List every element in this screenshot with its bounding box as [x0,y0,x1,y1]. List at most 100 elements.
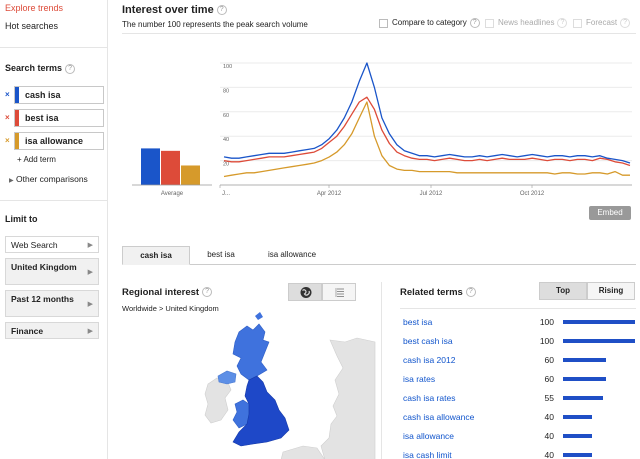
related-term-value: 40 [544,431,554,441]
map-view-button[interactable] [288,283,322,301]
average-bar [161,150,180,185]
explore-trends-link[interactable]: Explore trends [5,3,64,13]
chevron-right-icon: ▶ [87,241,93,249]
related-term-link[interactable]: best cash isa [403,336,453,346]
globe-icon [300,287,312,298]
related-term-bar [563,453,592,457]
sidebar-divider [0,200,108,201]
related-terms-title: Related terms? [400,287,476,298]
checkbox-label: Forecast [586,18,618,28]
tab-isa-allowance[interactable]: isa allowance [267,250,317,259]
checkbox-square [573,18,582,28]
filter-label: Finance [11,326,44,336]
tab-best-isa[interactable]: best isa [207,250,235,259]
search-term-input[interactable]: cash isa [14,86,104,104]
related-term-value: 100 [539,317,554,327]
x-tick-label: Oct 2012 [520,191,545,197]
average-bar [141,148,160,185]
chart-subtitle: The number 100 represents the peak searc… [122,20,308,29]
search-term-label: cash isa [25,90,61,100]
list-icon [335,288,344,297]
search-terms-heading-text: Search terms [5,63,63,73]
search-terms-heading: Search terms? [5,63,76,74]
related-term-value: 100 [539,336,554,346]
related-term-link[interactable]: best isa [403,317,433,327]
news-headlines-checkbox: News headlines? [485,18,568,28]
compare-to-category-checkbox[interactable]: Compare to category? [379,18,480,28]
related-term-value: 40 [544,412,554,422]
add-term-link[interactable]: + Add term [17,155,56,164]
related-term-link[interactable]: isa rates [403,374,436,384]
related-term-link[interactable]: cash isa 2012 [403,355,456,365]
y-tick-label: 80 [223,88,229,94]
related-term-value: 55 [544,393,554,403]
related-terms-divider [400,308,636,309]
embed-button[interactable]: Embed [589,206,631,220]
related-term-bar [563,358,606,362]
chevron-right-icon: ▶ [87,268,93,276]
regional-interest-title-text: Regional interest [122,287,200,298]
term-color-swatch [15,133,19,149]
search-term-row: × best isa [5,109,104,127]
help-icon[interactable]: ? [469,18,480,28]
help-icon[interactable]: ? [202,287,213,298]
remove-term-icon[interactable]: × [5,136,10,145]
average-label: Average [161,191,184,197]
x-tick-label: J... [222,191,230,197]
related-term-bar [563,377,606,381]
expand-triangle-icon: ▶ [9,178,14,184]
help-icon: ? [620,18,631,28]
search-term-row: × isa allowance [5,132,104,150]
related-term-bar [563,415,592,419]
filter-time-range[interactable]: Past 12 months ▶ [5,290,99,317]
related-term-bar [563,320,635,324]
remove-term-icon[interactable]: × [5,113,10,122]
regional-interest-title: Regional interest? [122,287,213,298]
average-bar [181,165,200,185]
page-title-text: Interest over time [122,4,214,16]
search-term-label: best isa [25,113,59,123]
related-term-bar [563,396,603,400]
related-terms-title-text: Related terms [400,287,463,298]
help-icon[interactable]: ? [465,287,476,298]
top-toggle-button[interactable]: Top [539,282,587,300]
filter-label: United Kingdom [11,262,77,272]
y-tick-label: 60 [223,113,229,119]
x-tick-label: Apr 2012 [317,191,342,197]
remove-term-icon[interactable]: × [5,90,10,99]
checkbox-label: Compare to category [392,18,467,28]
page-title: Interest over time? [122,4,227,16]
hot-searches-link[interactable]: Hot searches [5,21,59,31]
filter-category[interactable]: Finance ▶ [5,322,99,339]
other-comparisons-toggle[interactable]: ▶ Other comparisons [9,174,88,184]
region-breadcrumb: Worldwide > United Kingdom [122,304,219,313]
related-term-link[interactable]: cash isa rates [403,393,456,403]
filter-region[interactable]: United Kingdom ▶ [5,258,99,285]
header-divider [122,33,636,34]
rising-toggle-button[interactable]: Rising [587,282,635,300]
filter-web-search[interactable]: Web Search ▶ [5,236,99,253]
related-term-link[interactable]: cash isa allowance [403,412,475,422]
checkbox-square [485,18,494,28]
search-term-input[interactable]: best isa [14,109,104,127]
list-view-button[interactable] [322,283,356,301]
sidebar: Explore trends Hot searches Search terms… [0,0,108,459]
term-color-swatch [15,87,19,103]
other-comparisons-label: Other comparisons [16,174,88,184]
related-term-bar [563,339,635,343]
related-term-bar [563,434,592,438]
tab-cash-isa[interactable]: cash isa [122,246,190,265]
related-term-link[interactable]: isa cash limit [403,450,452,459]
series-line [223,96,631,167]
related-term-link[interactable]: isa allowance [403,431,455,441]
interest-over-time-chart: 100 80 60 40 20 J... Apr 2012 Jul 2012 Oct 2012 A… [132,62,632,197]
search-term-input[interactable]: isa allowance [14,132,104,150]
related-term-value: 60 [544,374,554,384]
series-line [223,101,630,178]
chevron-right-icon: ▶ [87,300,93,308]
chevron-right-icon: ▶ [87,327,93,335]
checkbox-label: News headlines [498,18,555,28]
help-icon[interactable]: ? [65,63,76,74]
term-color-swatch [15,110,19,126]
help-icon[interactable]: ? [216,5,227,16]
